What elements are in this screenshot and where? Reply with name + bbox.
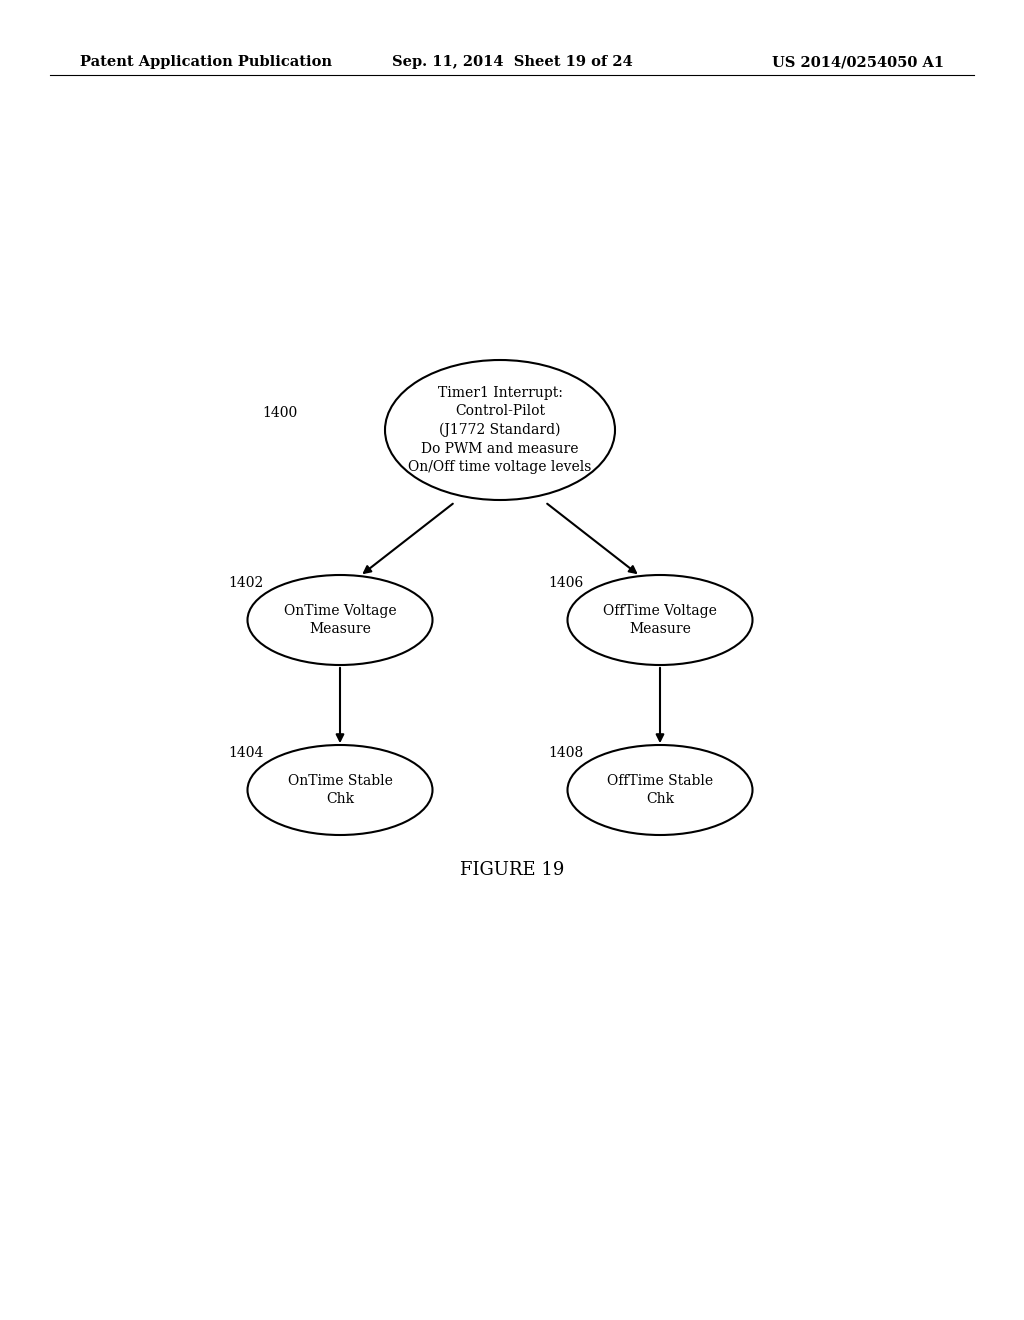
- Text: OnTime Voltage
Measure: OnTime Voltage Measure: [284, 603, 396, 636]
- Text: Sep. 11, 2014  Sheet 19 of 24: Sep. 11, 2014 Sheet 19 of 24: [391, 55, 633, 69]
- Text: Patent Application Publication: Patent Application Publication: [80, 55, 332, 69]
- Text: 1406: 1406: [548, 576, 584, 590]
- Ellipse shape: [248, 576, 432, 665]
- Text: OffTime Voltage
Measure: OffTime Voltage Measure: [603, 603, 717, 636]
- Text: 1402: 1402: [228, 576, 263, 590]
- Ellipse shape: [567, 744, 753, 836]
- Text: 1404: 1404: [228, 746, 263, 760]
- Ellipse shape: [385, 360, 615, 500]
- Text: 1408: 1408: [548, 746, 584, 760]
- Ellipse shape: [248, 744, 432, 836]
- Text: FIGURE 19: FIGURE 19: [460, 861, 564, 879]
- Text: US 2014/0254050 A1: US 2014/0254050 A1: [772, 55, 944, 69]
- Ellipse shape: [567, 576, 753, 665]
- Text: Timer1 Interrupt:
Control-Pilot
(J1772 Standard)
Do PWM and measure
On/Off time : Timer1 Interrupt: Control-Pilot (J1772 S…: [409, 385, 592, 474]
- Text: 1400: 1400: [262, 407, 297, 420]
- Text: OffTime Stable
Chk: OffTime Stable Chk: [607, 774, 713, 807]
- Text: OnTime Stable
Chk: OnTime Stable Chk: [288, 774, 392, 807]
